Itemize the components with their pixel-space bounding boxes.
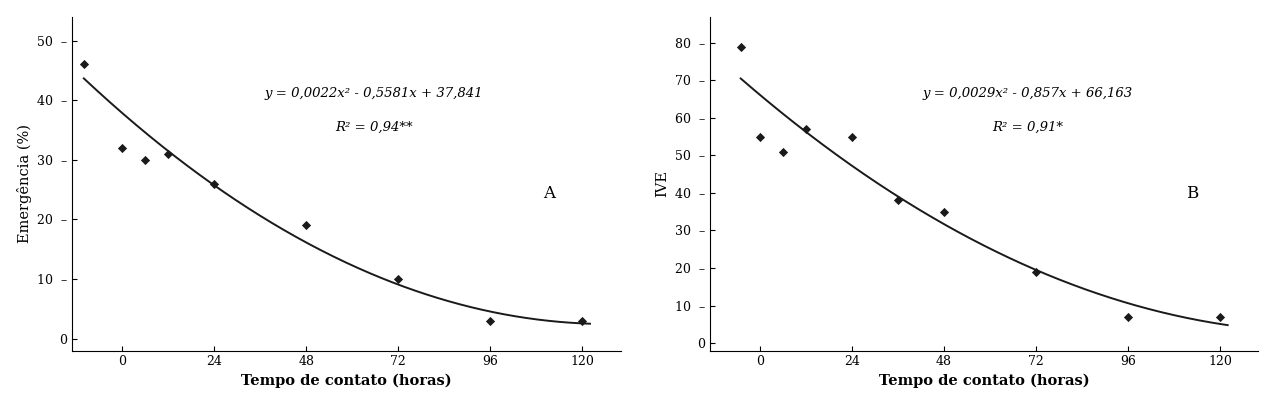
Point — [74, 61, 94, 68]
X-axis label: Tempo de contato (horas): Tempo de contato (horas) — [878, 374, 1090, 388]
Point — [842, 134, 862, 140]
Point — [296, 222, 316, 228]
Point — [481, 318, 501, 324]
Point — [572, 318, 593, 324]
Point — [933, 209, 954, 215]
Point — [773, 149, 793, 155]
Point — [750, 134, 770, 140]
Point — [388, 276, 408, 282]
Text: R² = 0,94**: R² = 0,94** — [335, 120, 413, 133]
Point — [796, 126, 816, 132]
Point — [135, 156, 156, 163]
Y-axis label: IVE: IVE — [655, 170, 669, 197]
Point — [1118, 313, 1139, 320]
Text: y = 0,0029x² - 0,857x + 66,163: y = 0,0029x² - 0,857x + 66,163 — [923, 87, 1133, 100]
Point — [112, 145, 133, 151]
Point — [1026, 269, 1047, 275]
Point — [731, 43, 751, 50]
Point — [204, 180, 224, 187]
X-axis label: Tempo de contato (horas): Tempo de contato (horas) — [241, 374, 451, 388]
Point — [1210, 313, 1230, 320]
Point — [158, 151, 178, 157]
Text: R² = 0,91*: R² = 0,91* — [992, 120, 1063, 133]
Y-axis label: Emergência (%): Emergência (%) — [17, 124, 32, 243]
Text: A: A — [543, 185, 556, 202]
Text: B: B — [1187, 185, 1198, 202]
Point — [887, 197, 908, 204]
Text: y = 0,0022x² - 0,5581x + 37,841: y = 0,0022x² - 0,5581x + 37,841 — [265, 87, 483, 100]
